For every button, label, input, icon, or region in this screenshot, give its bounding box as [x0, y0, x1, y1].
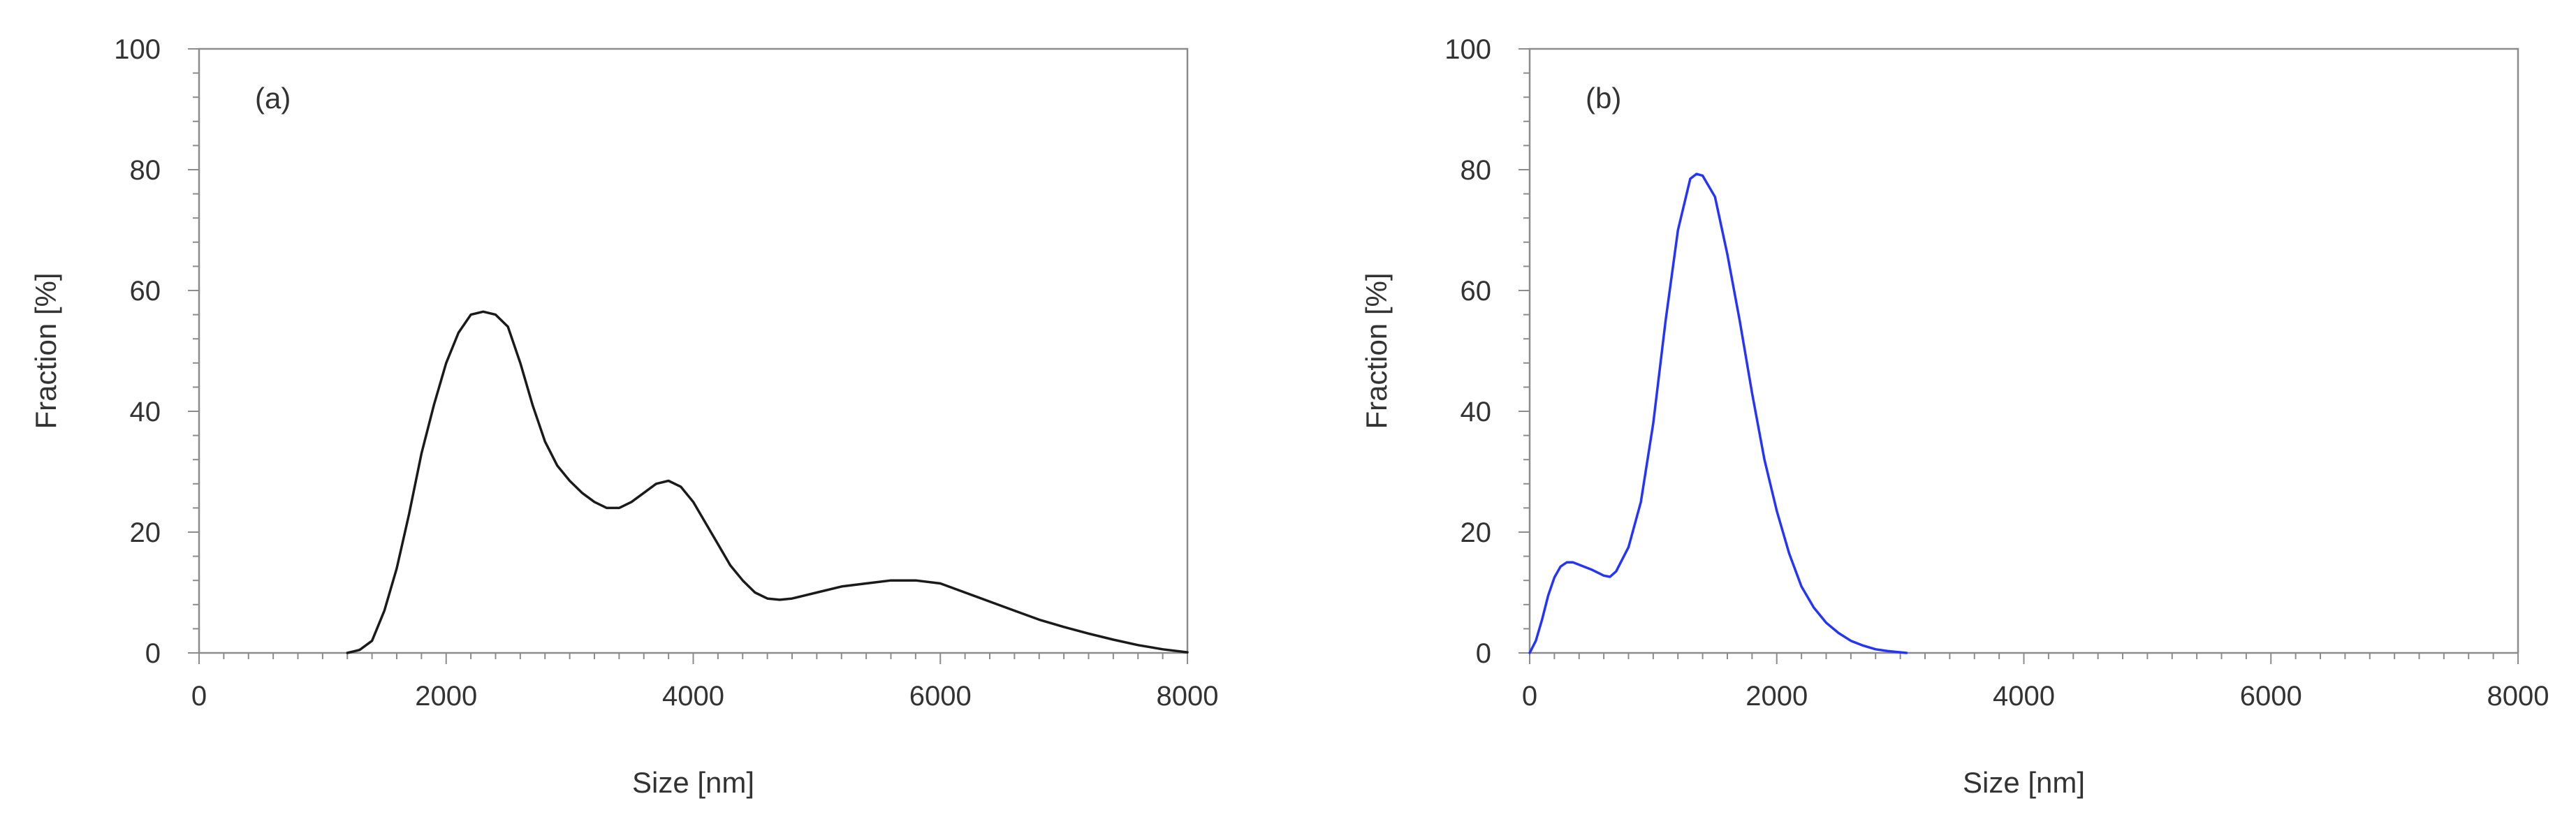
x-tick-label: 2000 [1746, 681, 1808, 712]
y-tick-label: 40 [1461, 397, 1492, 427]
x-axis-title: Size [nm] [632, 766, 754, 799]
panel-label: (a) [255, 82, 291, 115]
series-line-0 [346, 310, 1189, 654]
chart-panel-a: 0 2000 4000 6000 8000 0 20 40 60 80 100 Size [nm] Fr… [29, 34, 1218, 799]
y-tick-label: 100 [114, 34, 161, 65]
y-tick-label: 20 [130, 517, 161, 548]
x-tick-label: 8000 [1157, 681, 1219, 712]
y-tick-label: 80 [1461, 155, 1492, 186]
y-tick-label: 80 [130, 155, 161, 186]
x-tick-label: 6000 [909, 681, 972, 712]
y-tick-label: 100 [1444, 34, 1491, 65]
y-tick-label: 40 [130, 397, 161, 427]
x-tick-label: 0 [1522, 681, 1537, 712]
y-tick-label: 20 [1461, 517, 1492, 548]
y-axis-title: Fraction [%] [1360, 272, 1393, 429]
x-tick-label: 4000 [662, 681, 724, 712]
x-tick-label: 4000 [1993, 681, 2055, 712]
plot-area-border [1528, 47, 2519, 654]
panel-label: (b) [1586, 82, 1621, 115]
y-tick-label: 0 [1476, 638, 1491, 669]
x-tick-label: 0 [191, 681, 207, 712]
x-tick-label: 2000 [415, 681, 477, 712]
plot-area-border [198, 47, 1189, 654]
x-tick-label: 6000 [2240, 681, 2302, 712]
x-axis-title: Size [nm] [1963, 766, 2085, 799]
series-line-0 [1528, 172, 1908, 654]
y-tick-label: 0 [145, 638, 161, 669]
y-axis-title: Fraction [%] [29, 272, 62, 429]
y-tick-label: 60 [130, 276, 161, 307]
y-tick-label: 60 [1461, 276, 1492, 307]
x-tick-label: 8000 [2487, 681, 2549, 712]
chart-panel-b: 0 2000 4000 6000 8000 0 20 40 60 80 100 Size [nm] Fr… [1360, 34, 2549, 799]
